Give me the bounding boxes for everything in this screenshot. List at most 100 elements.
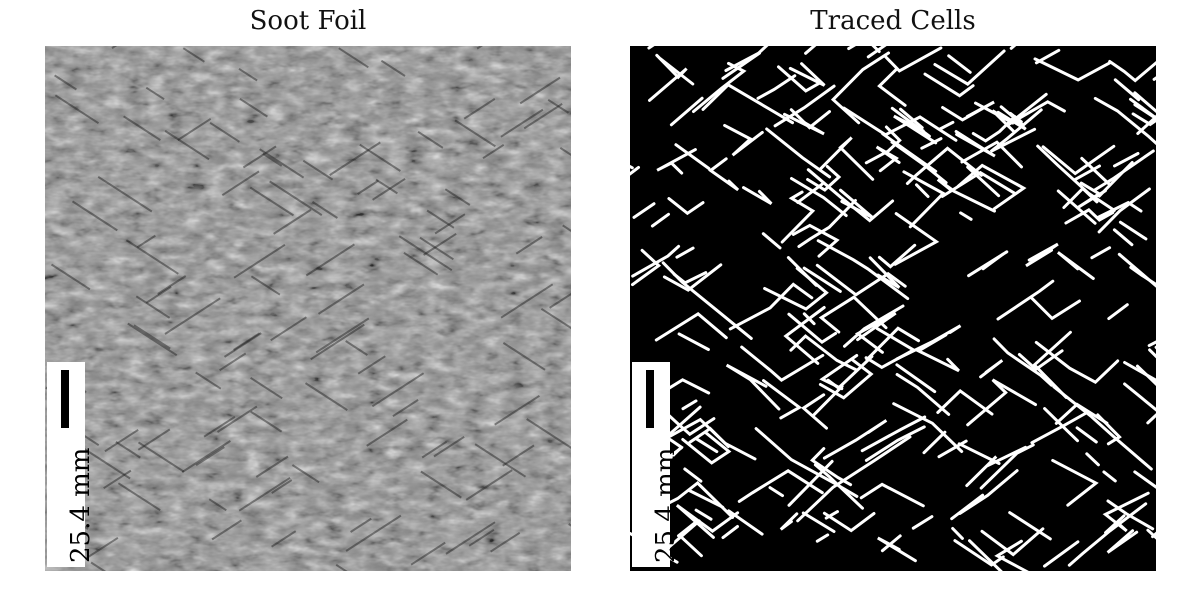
traced-cell-edge <box>1030 296 1081 321</box>
traced-cell-edge <box>1131 112 1156 127</box>
traced-cell-edge <box>941 100 995 122</box>
soot-cell-edge <box>273 208 312 235</box>
traced-cell-edge <box>813 463 864 510</box>
soot-cell-edge <box>419 236 454 261</box>
traced-cell-edge <box>877 68 907 107</box>
traced-cell-edge <box>960 140 1023 169</box>
traced-cell-edge <box>854 311 897 354</box>
traced-cell-edge <box>956 163 1027 211</box>
soot-cell-edge <box>164 130 210 161</box>
traced-cell-edge <box>740 345 825 382</box>
soot-cell-edge <box>338 47 369 69</box>
traced-cell-edge <box>669 96 704 127</box>
soot-cell-edge <box>271 530 297 548</box>
soot-cell-edge <box>271 479 293 494</box>
traced-cell-edge <box>877 536 917 563</box>
traced-cells-title: Traced Cells <box>810 6 976 36</box>
scale-bar-line <box>61 370 69 428</box>
traced-cell-edge <box>922 430 947 455</box>
soot-cell-edge <box>135 295 171 319</box>
soot-cell-edge <box>454 119 496 148</box>
traced-cell-edge <box>819 354 859 391</box>
soot-cell-edge <box>500 108 544 138</box>
traced-cell-edge <box>806 165 842 192</box>
soot-cell-edge <box>468 528 495 547</box>
soot-cell-edge <box>54 74 77 91</box>
soot-cell-edge <box>50 263 91 291</box>
soot-cell-edge <box>157 275 187 295</box>
soot-cell-edge <box>526 418 571 449</box>
traced-cell-edge <box>654 312 728 342</box>
traced-cell-edge <box>661 261 753 340</box>
traced-cell-edge <box>1036 144 1116 212</box>
traced-cell-edge <box>1030 412 1087 445</box>
soot-cell-edge <box>238 67 258 82</box>
soot-cell-edge <box>164 297 221 335</box>
soot-cell-edge <box>502 444 535 467</box>
traced-cell-edge <box>787 312 838 344</box>
traced-cell-edge <box>824 510 839 520</box>
traced-cell-edge <box>632 202 656 219</box>
traced-cell-edge <box>1009 112 1023 124</box>
soot-cell-edge <box>127 322 178 357</box>
traced-cell-edge <box>860 415 927 453</box>
traced-cell-edge <box>893 114 938 145</box>
soot-cell-edge <box>423 232 457 256</box>
soot-cell-edge <box>444 188 471 206</box>
traced-cell-edge <box>911 515 934 530</box>
soot-cell-edge <box>375 178 398 195</box>
scale-bar-line <box>646 370 654 428</box>
traced-cell-edge <box>683 467 703 483</box>
traced-cell-edge <box>1097 187 1151 234</box>
traced-cell-edge <box>681 431 732 465</box>
traced-cell-edge <box>727 509 764 536</box>
traced-cell-edge <box>959 211 973 221</box>
traced-cell-edge <box>667 197 705 216</box>
soot-cell-edge <box>216 405 258 433</box>
soot-cell-edge <box>111 46 118 49</box>
soot-cell-edge <box>433 435 465 458</box>
traced-cell-edge <box>1067 502 1148 567</box>
traced-cell-edge <box>721 51 761 80</box>
traced-cell-edge <box>842 106 958 142</box>
traced-cell-edge <box>818 136 875 181</box>
traced-cell-edge <box>968 539 1003 571</box>
soot-cell-edge <box>302 159 334 181</box>
scale-bar-label: 25.4 mm <box>66 447 96 563</box>
traced-cell-edge <box>802 312 816 326</box>
traced-cell-edge <box>1123 382 1156 412</box>
traced-cell-edge <box>992 337 1054 387</box>
traced-cell-edge <box>1108 60 1156 83</box>
traced-cell-edge <box>880 534 902 553</box>
soot-cell-edge <box>329 141 381 176</box>
traced-cell-edge <box>756 74 797 100</box>
traced-cell-edge <box>818 358 874 400</box>
soot-cell-edge <box>182 47 205 63</box>
traced-cell-edge <box>789 334 858 372</box>
soot-cell-edge <box>233 332 261 351</box>
traced-cell-edge <box>1104 514 1126 535</box>
traced-cell-edge <box>662 263 723 292</box>
soot-cell-edge <box>233 243 286 279</box>
soot-cell-edge <box>195 446 225 467</box>
soot-cell-edge <box>357 355 386 375</box>
traced-cell-edge <box>1008 511 1052 541</box>
traced-cell-edge <box>996 279 1055 321</box>
soot-cell-edge <box>305 243 355 277</box>
traced-cell-edge <box>656 148 697 175</box>
soot-cell-edge <box>372 177 406 201</box>
traced-cell-edge <box>701 82 794 125</box>
traced-cell-edge <box>822 419 888 460</box>
traced-cell-edge <box>681 399 698 411</box>
soot-cell-edge <box>445 521 496 555</box>
soot-cell-edge <box>317 283 365 315</box>
soot-cell-edge <box>208 498 227 512</box>
traced-cell-edge <box>1043 407 1079 443</box>
traced-cell-edge <box>790 177 848 218</box>
traced-cell-edge <box>779 512 799 531</box>
traced-cell-edge <box>994 539 1029 571</box>
soot-cell-edge <box>97 175 153 213</box>
traced-cell-edge <box>1102 470 1117 483</box>
soot-cell-edge <box>242 145 277 169</box>
traced-cell-edge <box>677 520 697 538</box>
